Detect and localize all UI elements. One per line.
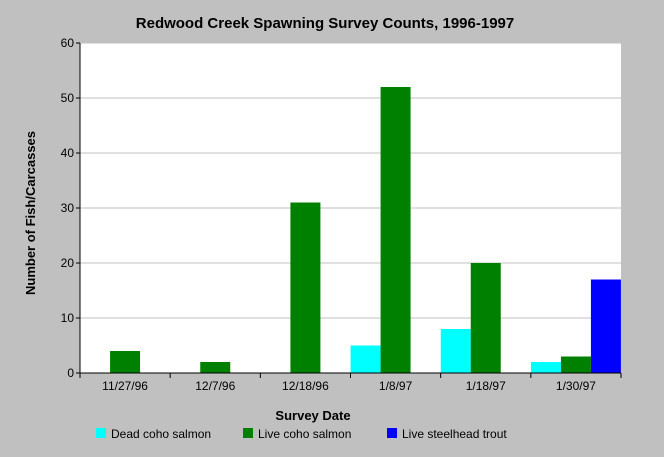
legend-label: Live steelhead trout xyxy=(402,427,507,441)
x-tick-label: 12/7/96 xyxy=(195,379,235,393)
gridlines xyxy=(80,42,621,319)
legend: Dead coho salmon Live coho salmon Live ste… xyxy=(96,427,507,441)
bar xyxy=(440,329,471,373)
y-tick-label: 30 xyxy=(61,201,75,215)
y-axis-label: Number of Fish/Carcasses xyxy=(23,131,38,295)
legend-swatch xyxy=(96,428,106,438)
y-tick-label: 40 xyxy=(61,146,75,160)
x-tick-label: 1/8/97 xyxy=(379,379,413,393)
legend-swatch xyxy=(387,428,397,438)
x-tick-label: 12/18/96 xyxy=(282,379,329,393)
bar xyxy=(290,202,321,373)
y-tick-label: 20 xyxy=(61,256,75,270)
bar xyxy=(590,279,621,373)
x-axis-ticks: 11/27/96 12/7/96 12/18/96 1/8/97 1/18/97 1/30… xyxy=(79,373,622,393)
y-tick-label: 60 xyxy=(61,36,75,50)
chart-title: Redwood Creek Spawning Survey Counts, 19… xyxy=(136,15,514,32)
bar xyxy=(110,351,141,373)
bar xyxy=(470,263,501,373)
y-axis-ticks: 0 10 20 30 40 50 60 xyxy=(61,36,80,380)
bar xyxy=(200,362,231,373)
bar xyxy=(560,356,591,373)
x-tick-label: 11/27/96 xyxy=(102,379,148,393)
legend-swatch xyxy=(243,428,253,438)
bars xyxy=(110,87,621,373)
x-axis-label: Survey Date xyxy=(275,408,350,423)
y-tick-label: 50 xyxy=(61,91,75,105)
legend-label: Dead coho salmon xyxy=(111,427,211,441)
legend-label: Live coho salmon xyxy=(258,427,351,441)
x-tick-label: 1/30/97 xyxy=(556,379,596,393)
bar xyxy=(530,362,561,373)
bar xyxy=(350,345,381,373)
x-tick-label: 1/18/97 xyxy=(466,379,506,393)
y-tick-label: 0 xyxy=(67,366,74,380)
bar xyxy=(380,87,411,373)
y-tick-label: 10 xyxy=(61,311,75,325)
